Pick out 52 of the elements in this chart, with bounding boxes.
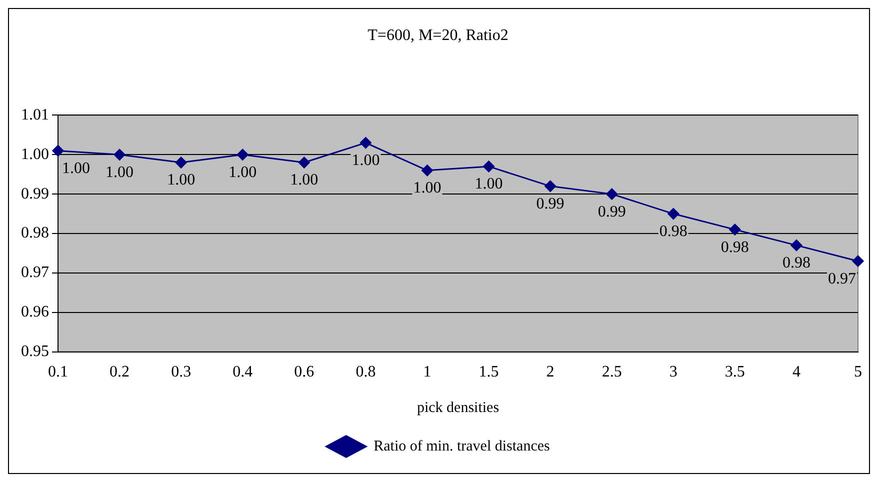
data-label: 1.00 xyxy=(474,176,503,193)
x-tick-label: 3.5 xyxy=(724,364,745,381)
data-label: 0.99 xyxy=(536,195,564,212)
x-tick-label: 1 xyxy=(423,364,432,381)
point xyxy=(236,148,248,160)
x-tick-label: 3 xyxy=(669,364,678,381)
y-tick-label: 0.95 xyxy=(21,343,49,360)
y-tick-label: 0.96 xyxy=(21,304,49,321)
chart-title: T=600, M=20, Ratio2 xyxy=(368,26,508,44)
y-tick-label: 0.97 xyxy=(21,264,49,282)
point xyxy=(421,164,433,176)
point xyxy=(790,240,802,252)
data-label: 1.00 xyxy=(352,152,380,170)
point xyxy=(852,255,864,267)
data-label: 0.99 xyxy=(598,203,626,220)
point xyxy=(606,188,618,200)
data-label: 0.98 xyxy=(659,222,688,240)
data-label: 1.00 xyxy=(228,164,257,181)
data-label: 1.00 xyxy=(62,160,90,177)
x-tick-label: 0.4 xyxy=(232,364,253,381)
data-label: 1.00 xyxy=(290,172,318,189)
legend-label: Ratio of min. travel distances xyxy=(374,438,550,454)
y-tick-label: 0.99 xyxy=(21,185,49,202)
x-tick-label: 0.2 xyxy=(110,364,130,381)
y-tick-label: 1.00 xyxy=(21,146,49,163)
data-label: 0.98 xyxy=(782,254,810,272)
x-tick-label: 0.3 xyxy=(171,364,192,381)
x-tick-label: 0.1 xyxy=(48,364,68,381)
point xyxy=(483,160,495,172)
data-label: 1.00 xyxy=(167,172,196,189)
point xyxy=(668,208,680,220)
x-tick-label: 2 xyxy=(546,364,554,381)
point xyxy=(175,156,187,168)
x-tick-label: 1.5 xyxy=(478,364,499,381)
x-tick-label: 5 xyxy=(854,364,862,381)
x-axis-title: pick densities xyxy=(416,400,500,416)
y-tick-label: 0.98 xyxy=(21,224,49,242)
data-label: 0.97 xyxy=(828,270,856,288)
x-tick-label: 0.6 xyxy=(294,364,314,381)
x-tick-label: 0.8 xyxy=(356,364,376,381)
x-tick-label: 2.5 xyxy=(602,364,622,381)
point xyxy=(360,137,372,149)
point xyxy=(544,180,556,192)
data-label: 0.98 xyxy=(720,238,749,256)
point xyxy=(729,224,741,236)
y-tick-label: 1.01 xyxy=(21,106,49,124)
x-tick-label: 4 xyxy=(792,364,800,381)
data-label: 1.00 xyxy=(106,164,134,181)
data-label: 1.00 xyxy=(413,180,442,197)
point xyxy=(114,148,126,160)
point xyxy=(52,144,64,156)
point xyxy=(298,156,310,168)
